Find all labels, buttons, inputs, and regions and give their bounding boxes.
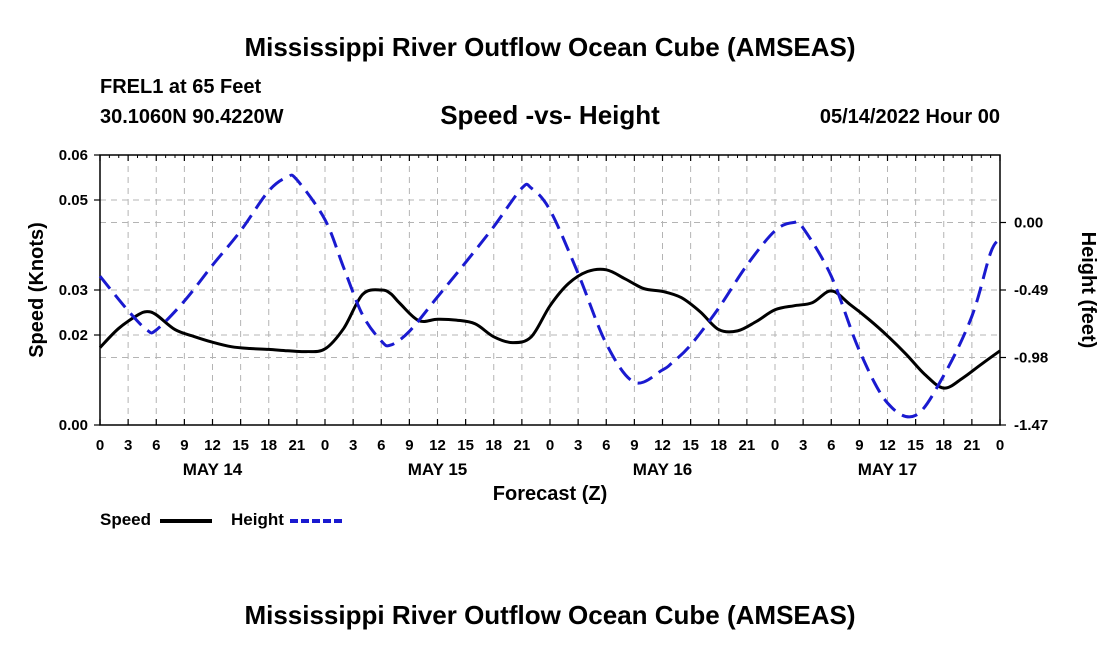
y-tick-label: 0.02 <box>59 327 88 344</box>
height-series-line <box>98 173 1002 419</box>
x-tick-label: 18 <box>485 437 502 454</box>
x-tick-label: 0 <box>321 437 329 454</box>
y-tick-label: 0.06 <box>59 147 88 164</box>
station-coordinates: 30.1060N 90.4220W <box>100 106 284 128</box>
speed-series-line <box>98 267 1001 390</box>
y2-tick-label: -1.47 <box>1014 417 1048 434</box>
day-label: MAY 14 <box>183 460 243 479</box>
x-tick-label: 0 <box>96 437 104 454</box>
legend-speed-swatch <box>160 519 212 523</box>
x-tick-label: 15 <box>907 437 924 454</box>
ticks-layer <box>94 154 1006 426</box>
x-tick-label: 12 <box>879 437 896 454</box>
x-tick-label: 18 <box>710 437 727 454</box>
x-tick-label: 9 <box>180 437 188 454</box>
forecast-date: 05/14/2022 Hour 00 <box>819 106 1000 128</box>
x-tick-label: 21 <box>289 437 306 454</box>
labels-layer: 0 3 6 9 12 15 18 21 0 3 6 9 12 15 18 21 0 3 6 9 12 15 18 21 0 3 6 9… <box>59 147 1048 479</box>
x-tick-label: 0 <box>996 437 1004 454</box>
x-tick-label: 15 <box>232 437 249 454</box>
x-tick-label: 6 <box>152 437 160 454</box>
y-tick-label: 0.00 <box>59 417 88 434</box>
legend-speed-label: Speed <box>100 510 152 529</box>
x-tick-label: 12 <box>429 437 446 454</box>
x-tick-label: 0 <box>771 437 779 454</box>
y2-tick-label: -0.49 <box>1014 282 1048 299</box>
x-tick-label: 3 <box>349 437 357 454</box>
legend-height-swatch <box>290 519 342 523</box>
x-tick-label: 12 <box>204 437 221 454</box>
grid-layer <box>100 155 1000 426</box>
x-tick-label: 15 <box>457 437 474 454</box>
x-axis-label: Forecast (Z) <box>493 483 607 505</box>
y2-tick-label: 0.00 <box>1014 215 1043 232</box>
x-tick-label: 12 <box>654 437 671 454</box>
x-tick-label: 9 <box>630 437 638 454</box>
series-layer <box>98 173 1002 419</box>
day-label: MAY 16 <box>633 460 693 479</box>
legend-height-label: Height <box>231 510 284 529</box>
x-tick-label: 15 <box>682 437 699 454</box>
x-tick-label: 21 <box>739 437 756 454</box>
x-tick-label: 9 <box>855 437 863 454</box>
chart-subtitle: Speed -vs- Height <box>440 100 660 130</box>
x-tick-label: 6 <box>827 437 835 454</box>
x-tick-label: 6 <box>602 437 610 454</box>
day-label: MAY 15 <box>408 460 468 479</box>
day-label: MAY 17 <box>858 460 918 479</box>
x-tick-label: 9 <box>405 437 413 454</box>
x-tick-label: 6 <box>377 437 385 454</box>
x-tick-label: 3 <box>799 437 807 454</box>
footer-title: Mississippi River Outflow Ocean Cube (AM… <box>244 600 856 630</box>
y-tick-label: 0.05 <box>59 192 88 209</box>
station-label: FREL1 at 65 Feet <box>100 76 262 98</box>
x-tick-label: 21 <box>514 437 531 454</box>
x-tick-label: 3 <box>574 437 582 454</box>
x-tick-label: 0 <box>546 437 554 454</box>
y2-axis-label: Height (feet) <box>1077 232 1099 349</box>
y-tick-label: 0.03 <box>59 282 88 299</box>
x-tick-label: 18 <box>935 437 952 454</box>
y2-tick-label: -0.98 <box>1014 350 1048 367</box>
x-tick-label: 21 <box>964 437 981 454</box>
x-tick-label: 3 <box>124 437 132 454</box>
x-tick-label: 18 <box>260 437 277 454</box>
chart-main-title: Mississippi River Outflow Ocean Cube (AM… <box>244 32 856 62</box>
y-axis-label: Speed (Knots) <box>26 222 48 358</box>
